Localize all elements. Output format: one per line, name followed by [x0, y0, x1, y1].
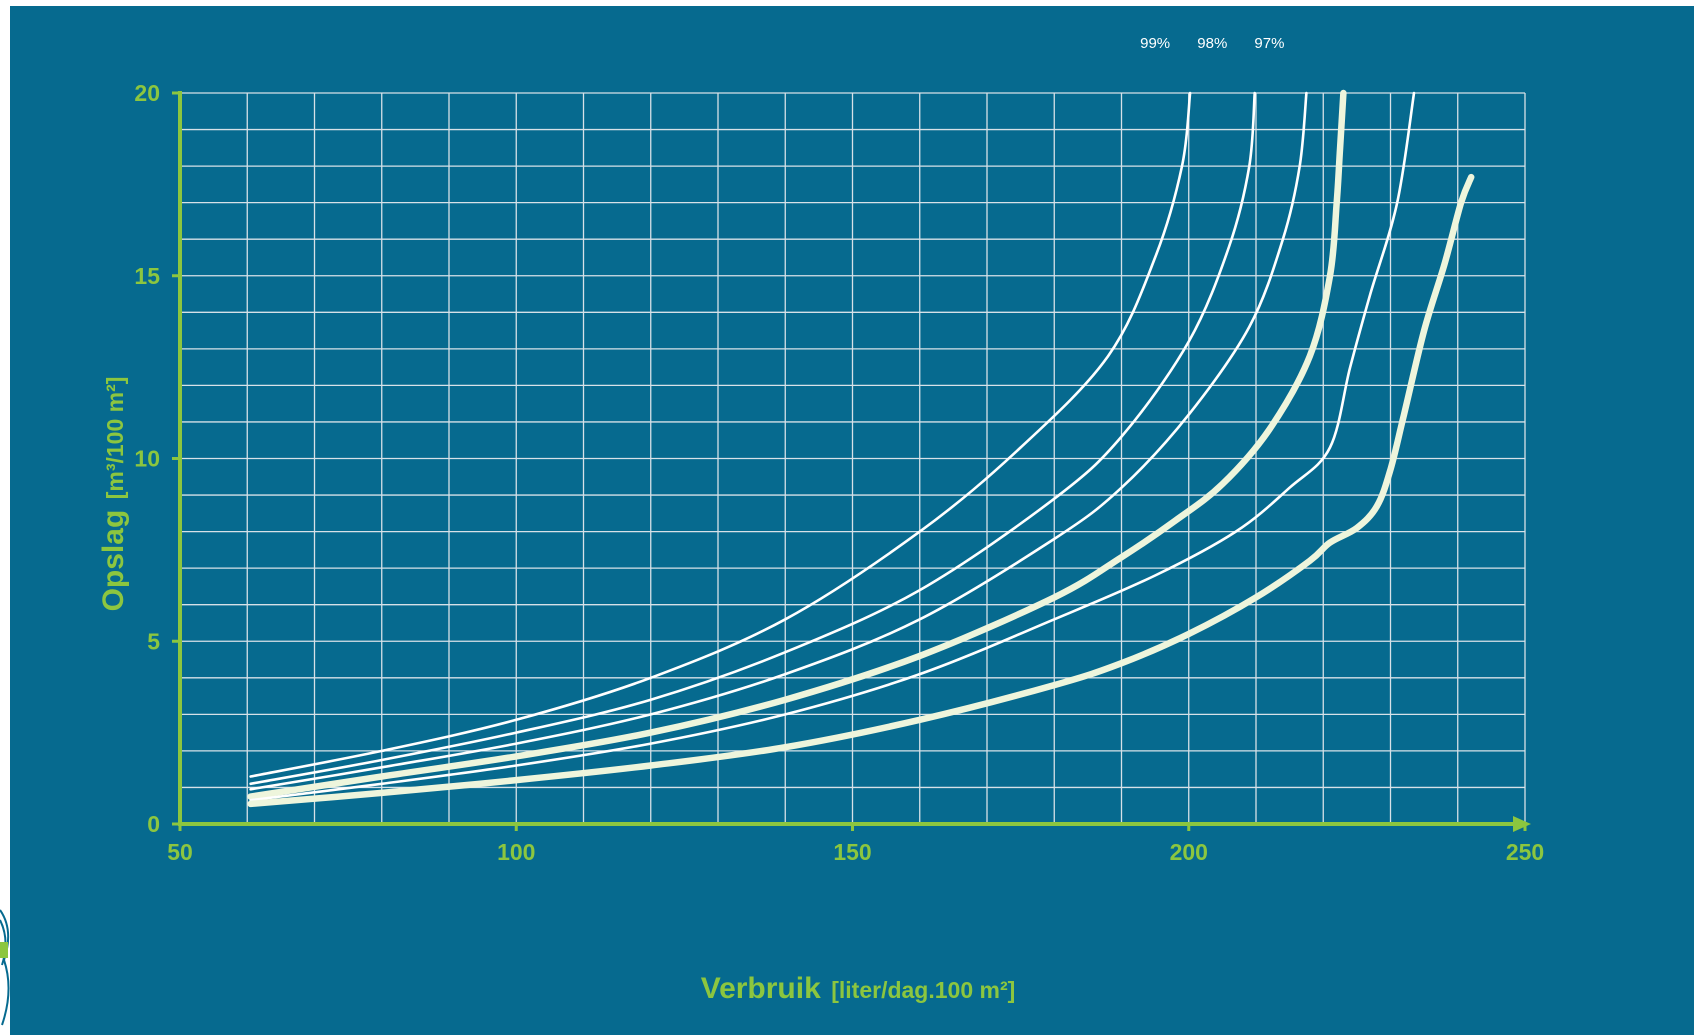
x-tick-label: 200: [1170, 839, 1208, 865]
x-tick-labels: 50 100 150 200 250: [167, 839, 1544, 865]
percent-label: 99%: [1140, 35, 1170, 52]
y-axis-title: Opslag [m³/100 m²]: [97, 377, 130, 612]
y-tick-label: 20: [134, 80, 160, 106]
x-tick-label: 100: [497, 839, 535, 865]
curve-series-5: [249, 91, 1416, 802]
curve-series-2: [249, 91, 1256, 786]
logo-fragment: [0, 909, 10, 1026]
x-axis-title: Verbruik [liter/dag.100 m²]: [701, 972, 1016, 1005]
y-tick-label: 0: [147, 811, 160, 837]
y-tick-labels: 0 5 10 15 20: [134, 80, 160, 837]
chart-panel: 50 100 150 200 250 0 5 10 15 20 99% 98% 97% Verbru…: [10, 6, 1694, 1035]
curves: [247, 89, 1475, 808]
y-tick-label: 15: [134, 263, 160, 289]
y-axis-unit: [m³/100 m²]: [102, 377, 128, 500]
curve-series-6: [247, 173, 1475, 808]
percent-label: 98%: [1197, 35, 1227, 52]
curve-series-1: [249, 91, 1192, 778]
percent-labels: 99% 98% 97%: [1140, 35, 1284, 52]
x-tick-label: 250: [1506, 839, 1544, 865]
y-tick-label: 5: [147, 628, 160, 654]
y-tick-label: 10: [134, 446, 160, 472]
curve-series-4: [247, 89, 1347, 800]
x-axis-label: Verbruik: [701, 972, 821, 1005]
x-tick-label: 150: [833, 839, 871, 865]
axes: [172, 91, 1531, 832]
percent-label: 97%: [1254, 35, 1284, 52]
x-tick-label: 50: [167, 839, 193, 865]
curve-series-3: [249, 91, 1308, 791]
x-axis-unit: [liter/dag.100 m²]: [831, 977, 1015, 1003]
y-axis-label: Opslag: [97, 510, 130, 612]
reservoir-chart: 50 100 150 200 250 0 5 10 15 20 99% 98% 97% Verbru…: [97, 35, 1544, 1005]
x-axis-arrow: [1513, 816, 1531, 832]
